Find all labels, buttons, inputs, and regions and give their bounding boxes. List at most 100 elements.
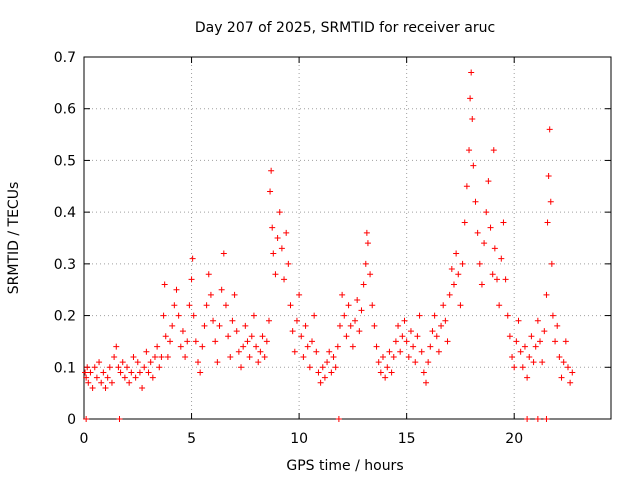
data-point	[274, 235, 281, 241]
data-point	[253, 343, 260, 350]
data-point	[192, 338, 199, 345]
data-point	[309, 338, 316, 345]
data-markers	[82, 69, 576, 422]
data-point	[315, 369, 322, 376]
data-point	[455, 271, 462, 278]
y-tick-label: 0.2	[54, 309, 76, 325]
data-point	[91, 364, 98, 371]
data-point	[360, 281, 367, 288]
data-point	[212, 338, 219, 345]
data-point	[363, 229, 370, 236]
data-point	[388, 369, 395, 376]
data-point	[541, 328, 548, 335]
data-point	[515, 317, 522, 324]
data-point	[418, 348, 425, 355]
data-point	[517, 348, 524, 355]
data-point	[336, 322, 343, 329]
data-point	[335, 416, 342, 422]
data-point	[489, 271, 496, 278]
data-point	[461, 219, 468, 226]
data-point	[145, 369, 152, 376]
data-point	[549, 312, 556, 319]
y-tick-label: 0.7	[54, 50, 76, 66]
data-point	[173, 286, 180, 293]
data-point	[255, 359, 262, 366]
data-point	[263, 338, 270, 345]
data-point	[330, 353, 337, 360]
data-point	[343, 333, 350, 340]
data-point	[392, 338, 399, 345]
data-point	[134, 359, 141, 366]
data-point	[558, 374, 565, 381]
data-point	[306, 364, 313, 371]
data-point	[524, 374, 531, 381]
data-point	[442, 317, 449, 324]
y-tick-label: 0	[67, 412, 76, 428]
data-point	[386, 348, 393, 355]
data-point	[321, 374, 328, 381]
data-point	[267, 188, 274, 195]
data-point	[96, 359, 103, 366]
data-point	[470, 162, 477, 169]
data-point	[345, 302, 352, 309]
data-point	[289, 328, 296, 335]
data-point	[405, 353, 412, 360]
data-point	[210, 317, 217, 324]
data-point	[334, 343, 341, 350]
data-point	[506, 333, 513, 340]
data-point	[356, 328, 363, 335]
data-point	[156, 364, 163, 371]
data-point	[293, 317, 300, 324]
data-point	[115, 364, 122, 371]
data-point	[132, 374, 139, 381]
data-point	[448, 266, 455, 273]
data-point	[526, 353, 533, 360]
data-point	[377, 369, 384, 376]
data-point	[431, 312, 438, 319]
data-point	[214, 359, 221, 366]
data-point	[281, 276, 288, 283]
data-point	[250, 312, 257, 319]
data-point	[171, 302, 178, 309]
data-point	[534, 317, 541, 324]
data-point	[136, 369, 143, 376]
data-point	[395, 322, 402, 329]
data-point	[416, 312, 423, 319]
data-point	[197, 369, 204, 376]
data-point	[143, 348, 150, 355]
data-point	[532, 343, 539, 350]
data-point	[291, 348, 298, 355]
data-point	[161, 281, 168, 288]
data-point	[379, 353, 386, 360]
data-point	[390, 353, 397, 360]
data-point	[244, 338, 251, 345]
data-point	[106, 364, 113, 371]
data-point	[502, 276, 509, 283]
data-point	[167, 338, 174, 345]
data-point	[235, 348, 242, 355]
data-point	[364, 240, 371, 247]
data-point	[513, 338, 520, 345]
data-point	[556, 353, 563, 360]
data-point	[220, 250, 227, 257]
data-point	[182, 353, 189, 360]
data-point	[116, 416, 123, 422]
data-point	[369, 302, 376, 309]
data-point	[285, 260, 292, 267]
data-point	[186, 302, 193, 309]
data-point	[545, 172, 552, 179]
data-point	[547, 198, 554, 205]
data-point	[317, 379, 324, 386]
data-point	[126, 379, 133, 386]
y-tick-label: 0.1	[54, 360, 76, 376]
x-tick-label: 15	[398, 431, 416, 447]
data-point	[466, 147, 473, 154]
data-point	[546, 126, 553, 133]
data-point	[564, 364, 571, 371]
y-axis-label: SRMTID / TECUs	[6, 182, 22, 295]
data-point	[205, 271, 212, 278]
data-point	[420, 369, 427, 376]
data-point	[444, 338, 451, 345]
data-point	[199, 343, 206, 350]
data-point	[246, 353, 253, 360]
